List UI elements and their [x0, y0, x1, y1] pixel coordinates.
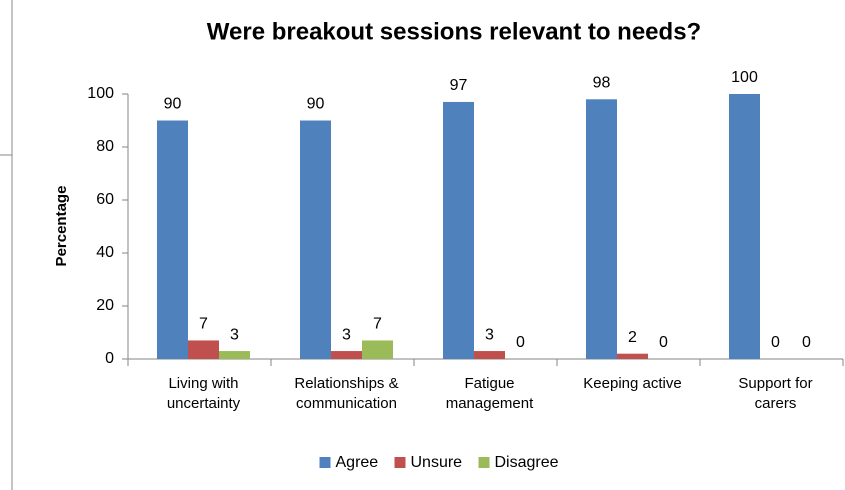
legend-label: Agree: [336, 454, 379, 471]
legend-swatch: [478, 457, 490, 468]
legend-swatch: [319, 457, 331, 468]
legend-label: Disagree: [495, 454, 559, 471]
x-tick-label: Relationships & communication: [294, 375, 399, 412]
data-label: 7: [199, 316, 208, 333]
data-label: 97: [450, 77, 468, 94]
data-label: 100: [731, 69, 758, 86]
chart-title: Were breakout sessions relevant to needs…: [207, 18, 701, 45]
bar: [157, 120, 188, 359]
y-tick-label: 20: [96, 297, 114, 314]
x-tick-label: Fatigue management: [445, 375, 534, 412]
bar: [474, 351, 505, 359]
data-label: 0: [516, 334, 525, 351]
bar: [586, 99, 617, 360]
bar: [362, 340, 393, 359]
y-tick-label: 60: [96, 191, 114, 208]
data-label: 0: [802, 334, 811, 351]
data-label: 0: [771, 334, 780, 351]
y-tick-label: 80: [96, 138, 114, 155]
y-tick-label: 0: [105, 350, 114, 367]
data-label: 3: [485, 326, 494, 343]
x-tick-label: Living with uncertainty: [166, 375, 241, 412]
x-tick-label: Support for carers: [738, 375, 813, 412]
data-label: 3: [342, 326, 351, 343]
data-label: 90: [164, 96, 182, 113]
data-label: 7: [373, 316, 382, 333]
bar: [729, 94, 760, 359]
bar: [331, 351, 362, 359]
data-label: 90: [307, 96, 325, 113]
x-tick-label: Keeping active: [583, 375, 682, 392]
bar: [219, 351, 250, 359]
legend-swatch: [394, 457, 406, 468]
data-label: 3: [230, 326, 239, 343]
bar: [617, 353, 648, 359]
data-label: 2: [628, 329, 637, 346]
data-label: 98: [593, 75, 611, 92]
bar: [443, 101, 474, 359]
y-tick-label: 100: [87, 85, 114, 102]
bar: [188, 340, 219, 359]
legend-label: Unsure: [411, 454, 463, 471]
data-label: 0: [659, 334, 668, 351]
y-axis-label: Percentage: [53, 186, 70, 267]
bar: [300, 120, 331, 359]
y-tick-label: 40: [96, 244, 114, 261]
